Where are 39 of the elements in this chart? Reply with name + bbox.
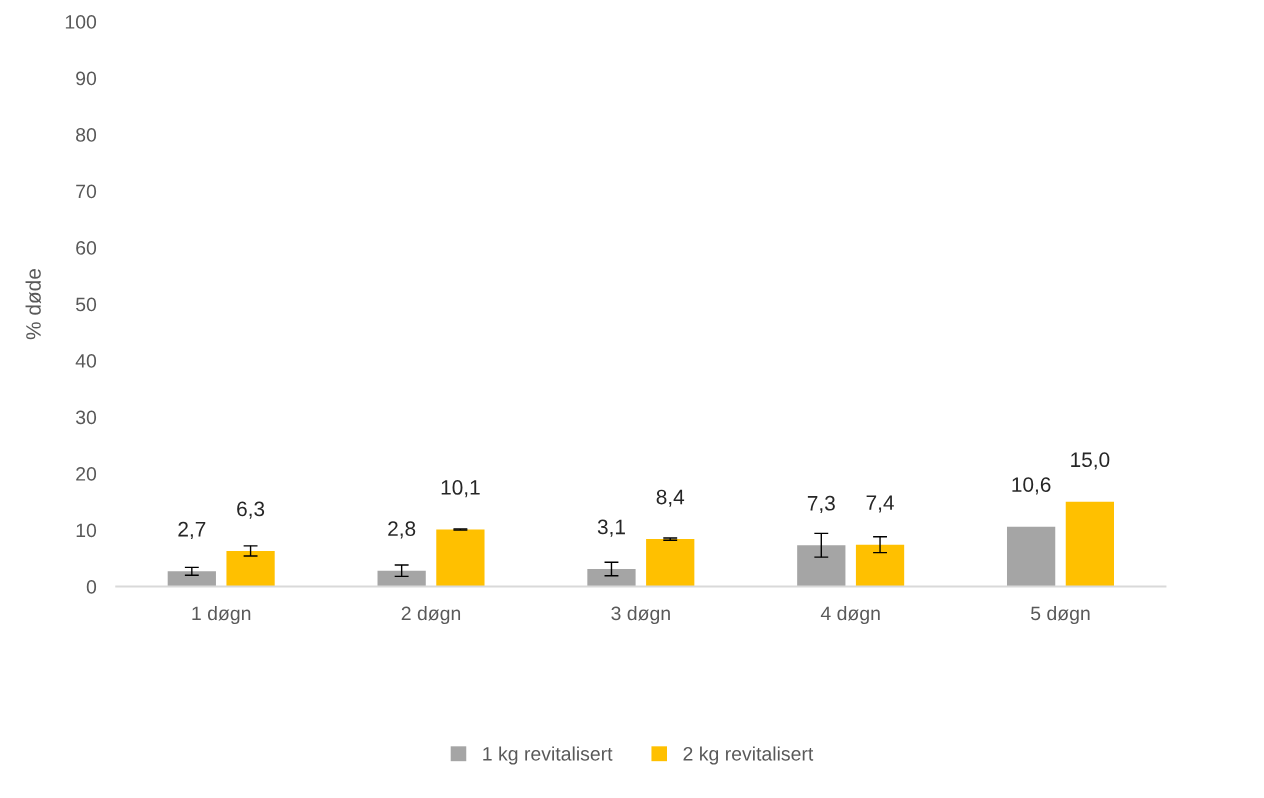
x-tick-label: 4 døgn <box>820 605 880 625</box>
bar <box>587 569 636 587</box>
data-label: 10,6 <box>1012 477 1051 495</box>
bar <box>1006 526 1056 587</box>
data-label: 10,1 <box>441 480 480 498</box>
bar <box>1065 501 1114 587</box>
y-tick-label: 70 <box>76 184 97 199</box>
y-tick-label: 40 <box>75 354 97 368</box>
data-label: 6,3 <box>237 501 265 519</box>
x-tick-label: 1 døgn <box>192 605 251 625</box>
y-tick-label: 80 <box>76 128 97 142</box>
x-tick-label: 3 døgn <box>611 605 670 625</box>
bar <box>226 550 275 587</box>
bar <box>377 570 426 587</box>
y-tick-label: 90 <box>76 71 97 86</box>
y-tick-label: 0 <box>86 580 97 594</box>
bar <box>855 544 905 587</box>
y-axis-title: % døde <box>25 269 42 340</box>
data-label: 15,0 <box>1071 452 1110 470</box>
data-label: 8,4 <box>656 489 685 507</box>
data-label: 2,7 <box>178 521 206 540</box>
x-tick-label: 5 døgn <box>1031 605 1090 625</box>
y-tick-label: 50 <box>76 297 97 312</box>
data-label: 2,8 <box>388 521 416 539</box>
y-tick-label: 10 <box>76 523 97 538</box>
bar <box>167 571 216 587</box>
bar <box>797 545 846 587</box>
y-tick-label: 20 <box>76 467 97 481</box>
data-label: 7,3 <box>807 495 835 514</box>
data-label: 7,4 <box>866 495 894 513</box>
bar <box>646 539 695 587</box>
y-tick-label: 60 <box>76 241 97 255</box>
y-tick-label: 30 <box>75 410 97 425</box>
legend-label: 2 kg revitalisert <box>683 746 814 765</box>
data-label: 3,1 <box>597 519 625 537</box>
bar <box>436 529 485 587</box>
y-tick-label: 100 <box>65 15 97 29</box>
x-tick-label: 2 døgn <box>401 605 461 625</box>
legend-label: 1 kg revitalisert <box>483 746 613 765</box>
